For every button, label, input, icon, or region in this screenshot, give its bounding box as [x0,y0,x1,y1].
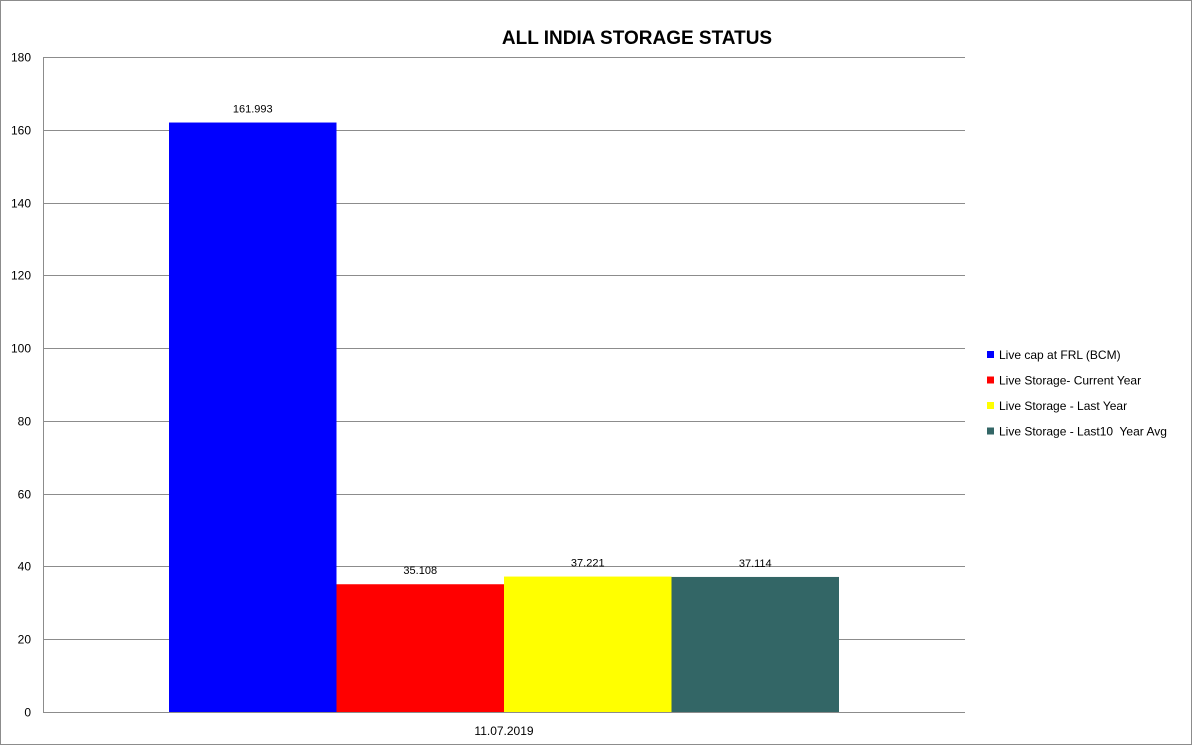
y-tick-label: 40 [18,560,32,574]
bar-2 [336,584,504,712]
y-tick-label: 100 [11,342,31,356]
y-tick-label: 140 [11,197,31,211]
y-axis-tick-labels: 0 20 40 60 80 100 120 140 160 180 [11,51,31,720]
y-tick-label: 160 [11,124,31,138]
y-tick-label: 20 [18,633,32,647]
y-tick-label: 120 [11,269,31,283]
legend-label: Live Storage - Last Year [999,399,1127,413]
data-label: 37.221 [571,558,605,570]
y-tick-label: 60 [18,488,32,502]
data-label: 161.993 [233,104,273,116]
data-label: 35.108 [403,565,437,577]
legend-label: Live cap at FRL (BCM) [999,348,1121,362]
bar-1 [169,122,337,713]
bar-4 [671,576,839,712]
chart-title: ALL INDIA STORAGE STATUS [502,28,772,49]
legend-swatch [987,427,994,435]
bar-3 [504,576,672,712]
y-tick-label: 0 [24,706,31,720]
legend-label: Live Storage- Current Year [999,374,1141,388]
legend-swatch [987,351,994,358]
legend-swatch [987,402,994,409]
legend: Live cap at FRL (BCM) Live Storage- Curre… [987,348,1167,439]
bars [169,122,839,713]
data-labels: 161.993 35.108 37.221 37.114 [233,104,772,578]
legend-swatch [987,376,994,384]
y-tick-label: 180 [11,51,31,65]
x-axis-tick-labels: 11.07.2019 [474,724,533,738]
x-tick-label: 11.07.2019 [474,724,533,738]
y-tick-label: 80 [18,415,32,429]
legend-label: Live Storage - Last10 Year Avg [999,425,1167,439]
data-label: 37.114 [739,558,772,570]
